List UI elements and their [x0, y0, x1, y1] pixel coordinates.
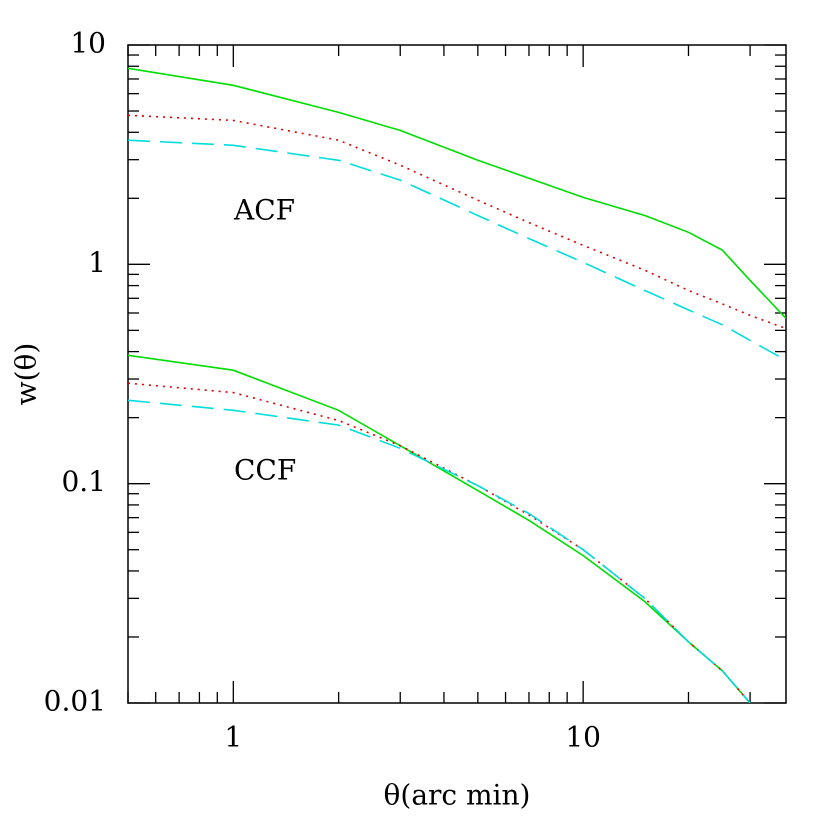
line-series	[128, 114, 786, 330]
y-axis-label: w(θ)	[10, 343, 43, 406]
line-series	[128, 67, 786, 319]
x-tick-label: 1	[224, 721, 242, 754]
y-tick-label: 0.1	[61, 465, 106, 498]
line-series	[128, 399, 751, 703]
annotation: ACF	[233, 194, 295, 227]
line-series	[128, 139, 786, 361]
y-tick-label: 0.01	[44, 685, 106, 718]
plot-lines	[128, 67, 786, 703]
y-tick-label: 10	[70, 27, 106, 60]
y-tick-label: 1	[88, 246, 106, 279]
x-tick-label: 10	[565, 721, 601, 754]
annotation: CCF	[234, 454, 296, 487]
line-series	[128, 382, 751, 703]
x-axis-label: θ(arc min)	[384, 779, 531, 812]
plot-frame	[127, 44, 787, 704]
line-series	[128, 354, 751, 703]
